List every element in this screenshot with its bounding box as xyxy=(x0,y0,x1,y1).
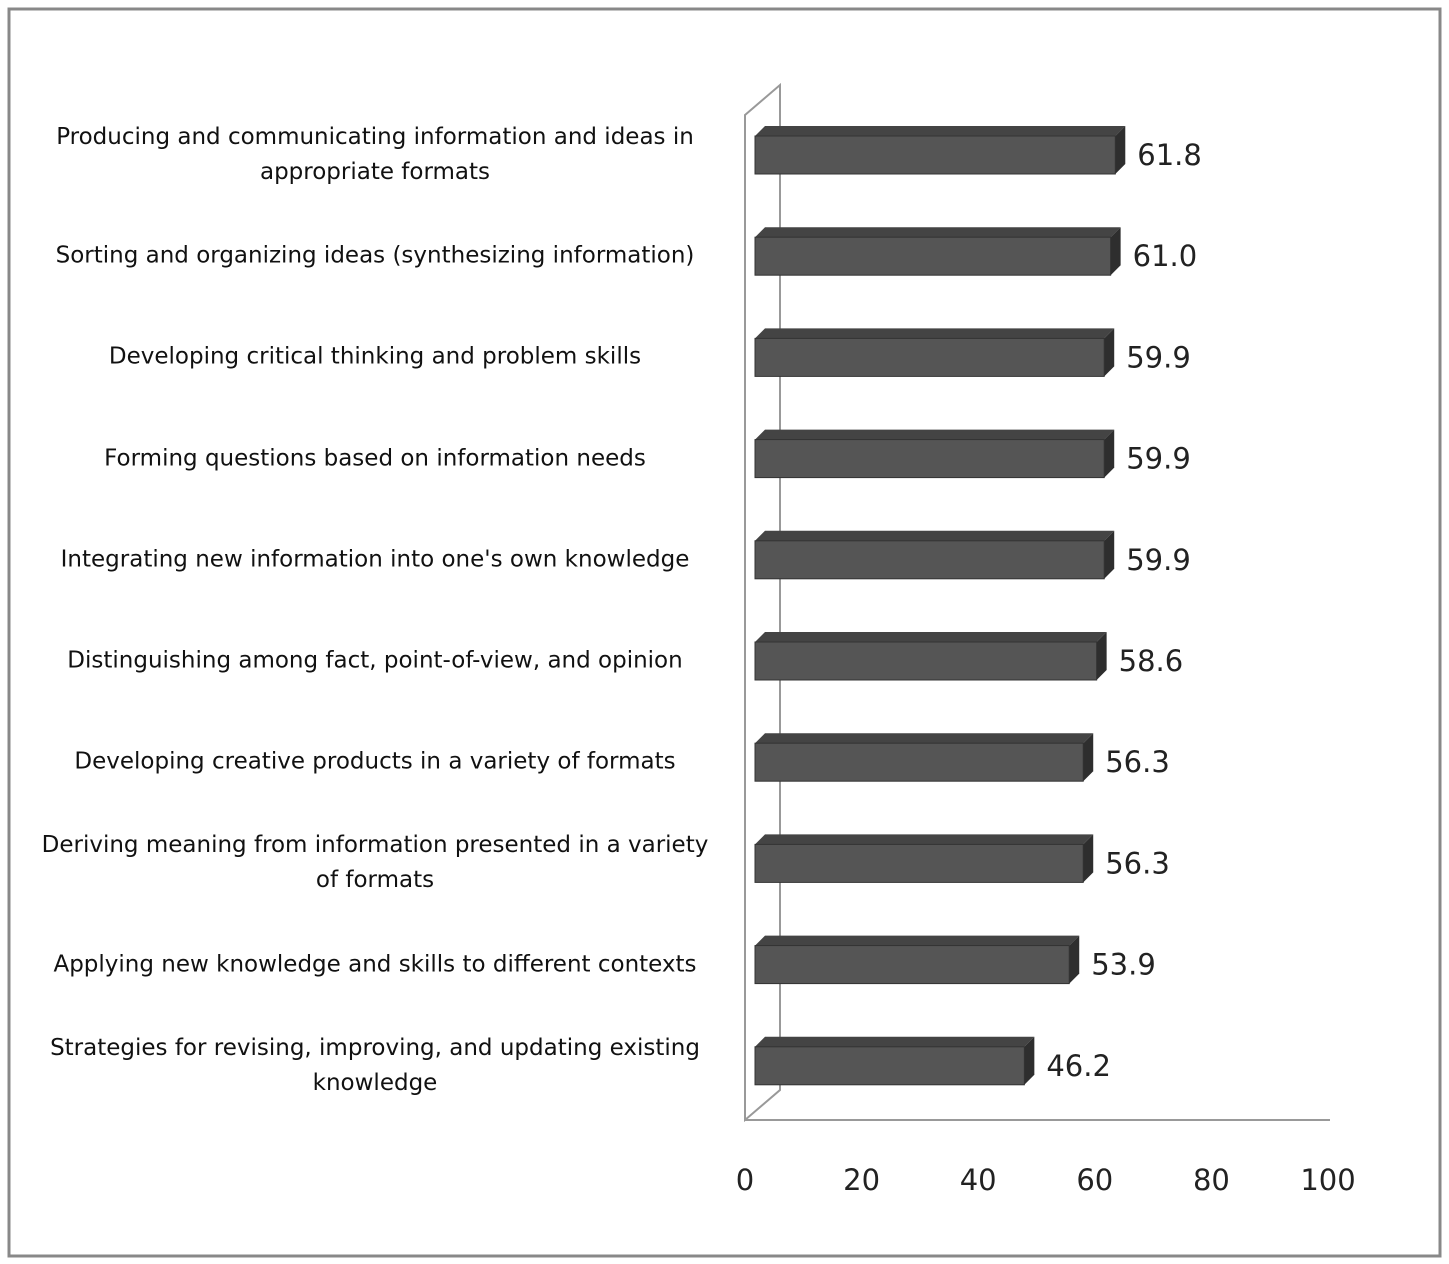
x-tick-label: 100 xyxy=(1300,1163,1355,1197)
bar xyxy=(754,337,1105,377)
bar-side xyxy=(1069,935,1080,984)
bar-side xyxy=(1115,126,1126,174)
y-tick-label: Deriving meaning from information presen… xyxy=(41,832,709,894)
value-label: 58.6 xyxy=(1119,644,1184,678)
y-tick-label: Integrating new information into one's o… xyxy=(60,546,690,573)
x-tick-label: 40 xyxy=(960,1163,997,1197)
x-tick-label: 60 xyxy=(1076,1163,1113,1197)
bar xyxy=(754,439,1105,479)
y-tick-label: Sorting and organizing ideas (synthesizi… xyxy=(55,242,695,269)
bar xyxy=(754,135,1116,175)
bar-top xyxy=(755,227,1121,238)
value-label: 46.2 xyxy=(1046,1049,1111,1083)
bar-side xyxy=(1083,834,1094,883)
bar-side xyxy=(1024,1036,1035,1085)
x-tick-label: 20 xyxy=(843,1163,880,1197)
bar xyxy=(754,236,1112,276)
value-label: 53.9 xyxy=(1091,948,1156,982)
bar-top xyxy=(755,834,1094,845)
bar-top xyxy=(755,328,1115,339)
bar xyxy=(754,1046,1025,1086)
value-label: 59.9 xyxy=(1126,543,1191,577)
x-tick-label: 80 xyxy=(1193,1163,1230,1197)
y-tick-label: Distinguishing among fact, point-of-view… xyxy=(67,647,683,674)
bar-side xyxy=(1104,530,1115,579)
bar-top xyxy=(755,632,1107,642)
value-label: 59.9 xyxy=(1126,442,1191,476)
bar xyxy=(754,641,1098,681)
bar xyxy=(754,742,1084,782)
bar-top xyxy=(755,530,1115,541)
value-label: 56.3 xyxy=(1105,745,1170,779)
bar xyxy=(754,540,1105,580)
value-label: 61.8 xyxy=(1137,138,1202,172)
y-tick-label: Strategies for revising, improving, and … xyxy=(50,1034,700,1096)
bar xyxy=(754,945,1070,985)
value-label: 61.0 xyxy=(1133,239,1198,273)
y-tick-label: Applying new knowledge and skills to dif… xyxy=(53,951,697,978)
value-label: 56.3 xyxy=(1105,846,1170,880)
bar-side xyxy=(1096,632,1107,680)
y-tick-label: Developing critical thinking and problem… xyxy=(108,343,642,370)
bar-top xyxy=(755,1036,1035,1047)
bar-side xyxy=(1104,429,1115,478)
bar-top xyxy=(755,126,1126,136)
frame xyxy=(7,7,1442,1258)
value-label: 59.9 xyxy=(1126,340,1191,374)
bar-top xyxy=(755,733,1094,744)
y-tick-label: Forming questions based on information n… xyxy=(104,445,646,472)
bar-top xyxy=(755,935,1080,946)
y-tick-label: Developing creative products in a variet… xyxy=(74,748,676,775)
bar-side xyxy=(1104,328,1115,377)
y-tick-label: Producing and communicating information … xyxy=(56,124,694,185)
bar-side xyxy=(1110,227,1121,276)
bar-top xyxy=(755,429,1115,440)
x-tick-label: 0 xyxy=(736,1163,754,1197)
bar-side xyxy=(1083,733,1094,782)
bar xyxy=(754,843,1084,883)
